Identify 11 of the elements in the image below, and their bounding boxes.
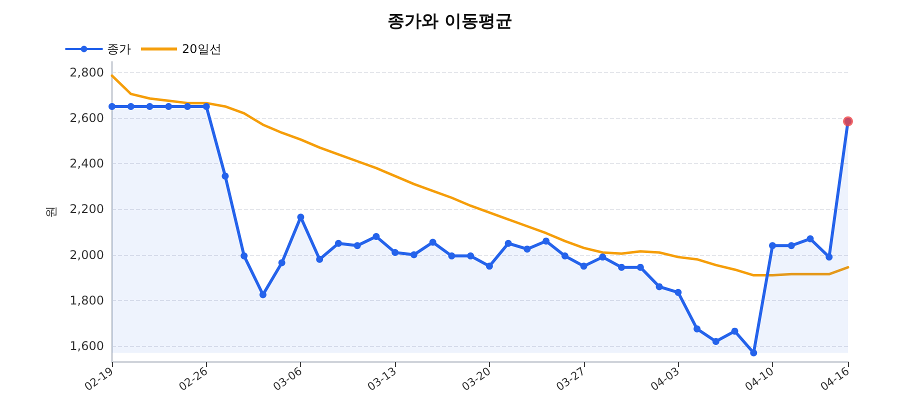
y-tick-label: 1,600 <box>70 339 104 354</box>
y-axis-title: 원 <box>44 206 58 218</box>
y-tick-label: 1,800 <box>70 293 104 308</box>
y-tick-label: 2,200 <box>70 202 104 216</box>
legend-label: 종가 <box>107 42 131 56</box>
y-tick-label: 2,400 <box>70 156 104 171</box>
y-tick-label: 2,600 <box>70 110 104 125</box>
chart-title: 종가와 이동평균 <box>388 12 512 32</box>
legend-label: 20일선 <box>182 42 222 56</box>
y-tick-label: 2,000 <box>70 248 104 262</box>
y-tick-label: 2,800 <box>70 65 104 80</box>
